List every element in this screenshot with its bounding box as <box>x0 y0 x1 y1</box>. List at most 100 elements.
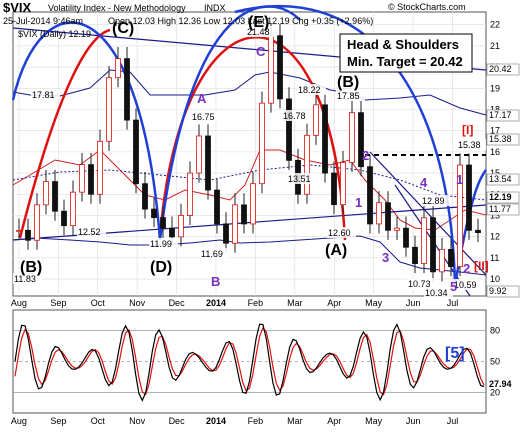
wave-label: 1 <box>355 195 362 210</box>
candle-body <box>304 134 310 195</box>
candles-group <box>16 24 481 282</box>
x-tick-label: Jul <box>447 416 459 426</box>
candle-body <box>313 104 319 136</box>
candle-body <box>475 229 481 234</box>
value-labels-group: 11.83 12.52 17.81 16.75 11.99 11.69 21.48 16.78… <box>13 26 486 298</box>
candle-body <box>376 202 382 225</box>
candle-body <box>331 172 337 206</box>
oscillator-signal-line <box>14 326 485 396</box>
value-label-bg <box>13 273 42 284</box>
value-label: 10.73 <box>408 279 431 289</box>
wave-label: (C) <box>112 20 134 37</box>
candle-body <box>277 35 283 100</box>
annotation-line2: Min. Target = 20.42 <box>347 54 463 69</box>
y-tick-label: 13 <box>490 210 500 220</box>
blue-cycle-arc-1 <box>11 21 162 241</box>
y-tick-label: 22 <box>490 20 500 30</box>
candle-body <box>457 164 463 267</box>
candle-body <box>61 210 67 227</box>
value-label: 11.99 <box>150 239 172 249</box>
value-label: 10.59 <box>454 280 477 290</box>
price-tag-box <box>486 109 520 122</box>
candle-body <box>430 217 436 273</box>
value-label-bg <box>424 287 453 298</box>
value-label: 18.22 <box>298 85 321 95</box>
candle-body <box>88 164 94 195</box>
annotation-box <box>339 33 473 73</box>
candle-body <box>178 215 184 238</box>
price-tag-box <box>486 191 520 204</box>
candle-body <box>358 112 364 168</box>
value-label: 17.81 <box>32 90 55 100</box>
y-tick-label: 15 <box>490 168 500 178</box>
candle-body <box>169 227 175 238</box>
value-label: 17.85 <box>337 91 360 101</box>
value-label-bg <box>421 195 450 206</box>
x-tick-label: Sep <box>50 298 66 308</box>
value-label: 13.51 <box>288 174 311 184</box>
candle-body <box>151 208 157 218</box>
price-tag-box <box>486 203 520 216</box>
blue-cycle-arc-2 <box>158 5 301 241</box>
wave-label: [II] <box>474 259 489 273</box>
x-tick-label: Oct <box>91 298 106 308</box>
y-tick-label: 17 <box>490 126 500 136</box>
wave-label: A <box>197 91 207 106</box>
value-label-bg <box>327 227 356 238</box>
x-tick-label: Jul <box>447 298 459 308</box>
y-tick-label: 19 <box>490 83 500 93</box>
x-tick-label: Jun <box>406 298 421 308</box>
main-x-axis: Aug Sep Oct Nov Dec 2014 Feb Mar Apr May Jun Jul <box>11 298 458 308</box>
x-tick-label: May <box>365 298 383 308</box>
value-label: 15.38 <box>458 140 481 150</box>
oscillator-y-axis: 20 50 80 27.94 [5] <box>445 326 512 398</box>
price-tag-label: 9.92 <box>489 286 507 296</box>
wave-label: 5 <box>450 279 457 294</box>
wave-label: [I] <box>462 123 473 137</box>
series-legend: $VIX (Daily) 12.19 <box>18 29 91 39</box>
value-label-bg <box>297 84 326 95</box>
value-label: 21.48 <box>247 27 270 37</box>
candle-body <box>115 58 121 79</box>
value-label-bg <box>149 238 178 249</box>
x-tick-label: Mar <box>287 298 303 308</box>
candle-body <box>133 119 139 185</box>
x-tick-label: Sep <box>50 416 66 426</box>
x-tick-label: Feb <box>248 298 264 308</box>
value-label-bg <box>31 89 60 100</box>
candle-body <box>205 135 211 191</box>
wave-label: (D) <box>150 259 172 276</box>
x-tick-label: 2014 <box>206 298 226 308</box>
price-tag-label: 15.38 <box>489 134 512 144</box>
candle-body <box>34 204 40 241</box>
value-label-bg <box>246 26 275 37</box>
candle-body <box>97 140 103 195</box>
value-label: 12.89 <box>422 196 445 206</box>
price-tag-box <box>486 133 520 146</box>
value-label-bg <box>77 226 106 237</box>
candle-body <box>268 35 274 104</box>
price-tag-label: 11.77 <box>489 204 511 214</box>
x-tick-label: Apr <box>327 416 341 426</box>
price-tag-box <box>486 285 520 298</box>
wave-label: 3 <box>382 250 389 265</box>
candle-body <box>52 181 58 212</box>
candle-body <box>439 248 445 273</box>
candle-body <box>259 102 265 185</box>
wave-label: (B) <box>20 259 42 276</box>
x-tick-label: Apr <box>327 298 341 308</box>
candle-body <box>196 135 202 174</box>
candle-body <box>385 202 391 231</box>
value-label: 12.60 <box>328 228 351 238</box>
y-tick-label: 12 <box>490 232 500 242</box>
candle-body <box>466 164 472 231</box>
x-tick-label: Feb <box>248 416 264 426</box>
oscillator-main-line <box>14 323 485 402</box>
value-label-bg <box>287 173 316 184</box>
value-label-bg <box>407 278 436 289</box>
candle-body <box>70 191 76 227</box>
candle-body <box>232 204 238 244</box>
candle-body <box>160 217 166 229</box>
